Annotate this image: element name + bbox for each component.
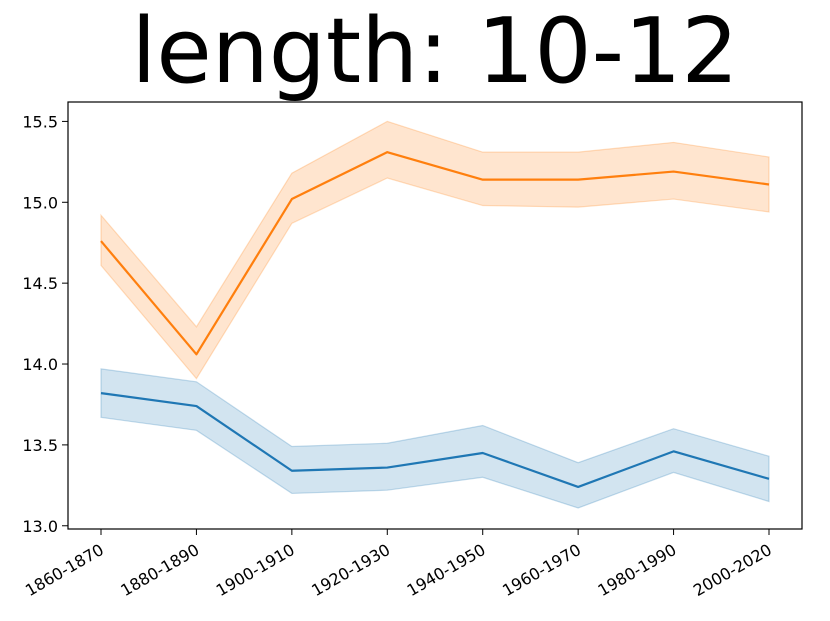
series-lines [100,151,770,489]
x-tick-label: 1980-1990 [595,540,680,600]
series-line-1 [100,392,770,489]
y-tick-label: 13.0 [22,517,58,536]
plot-frame [67,101,803,530]
x-tick-label: 1860-1870 [22,540,107,600]
x-tick-label: 1900-1910 [213,540,298,600]
x-tick-label: 1880-1890 [117,540,202,600]
chart-title: length: 10-12 [131,0,739,104]
series-line-0 [100,151,770,356]
confidence-band-0 [100,120,770,380]
x-tick-label: 1960-1970 [499,540,584,600]
y-tick-label: 13.5 [22,436,58,455]
x-tick-label: 1940-1950 [404,540,489,600]
y-tick-label: 14.0 [22,355,58,374]
confidence-band-1 [100,368,770,509]
y-tick-label: 15.5 [22,112,58,131]
x-tick-label: 2000-2020 [690,540,775,600]
y-axis: 13.0 13.5 14.0 14.5 15.0 15.5 [22,112,68,536]
y-tick-label: 15.0 [22,193,58,212]
x-axis: 1860-1870 1880-1890 1900-1910 1920-1930 1940… [22,529,775,600]
confidence-bands [100,120,770,509]
y-tick-label: 14.5 [22,274,58,293]
x-tick-label: 1920-1930 [308,540,393,600]
